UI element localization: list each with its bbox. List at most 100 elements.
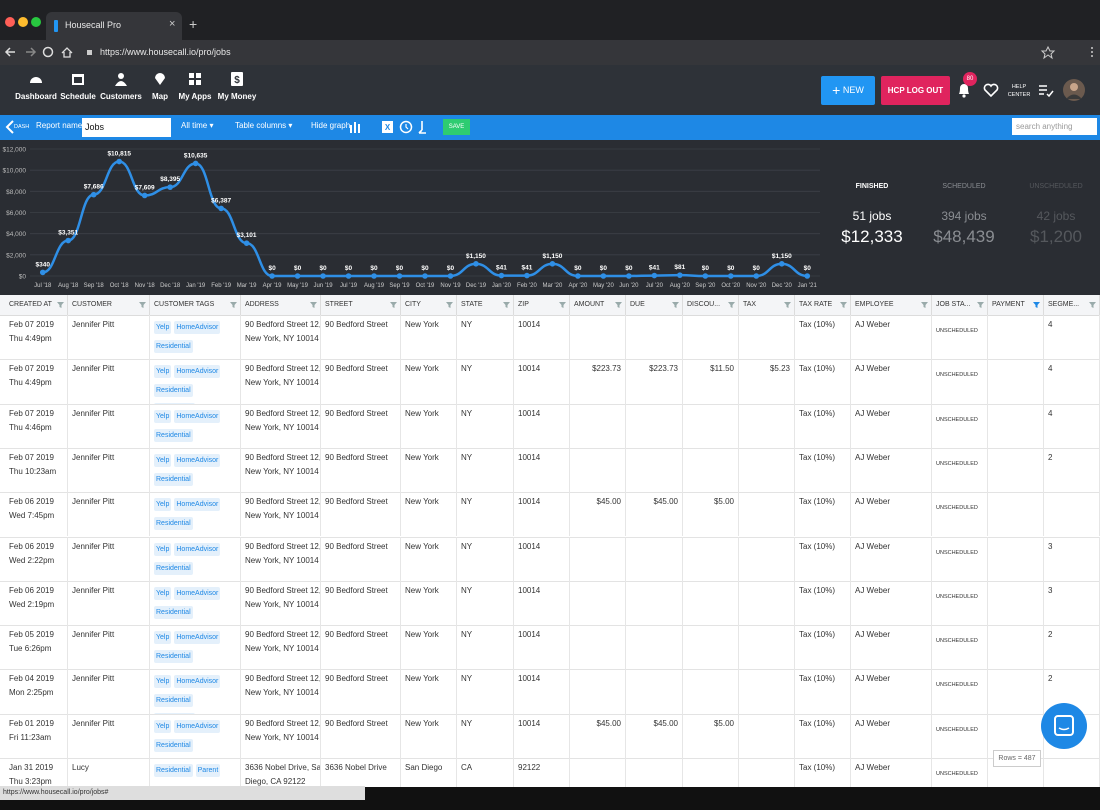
cell <box>683 758 739 787</box>
filter-icon[interactable] <box>139 301 147 309</box>
filter-icon[interactable] <box>503 301 511 309</box>
summary-label: UNSCHEDULED <box>1029 183 1083 190</box>
cell <box>739 447 795 493</box>
cell: Lucy <box>68 758 150 787</box>
export-icons[interactable]: X <box>381 119 431 135</box>
filter-icon[interactable] <box>57 301 65 309</box>
tax: $5.23 <box>769 364 790 374</box>
summary-amount: $12,333 <box>841 227 903 246</box>
x-tick-label: Aug '19 <box>364 283 385 289</box>
logout-button[interactable]: HCP LOG OUT <box>881 76 950 105</box>
tax-rate: Tax (10%) <box>799 585 836 595</box>
column-header: PAYMENT <box>988 295 1044 315</box>
status: UNSCHEDULED <box>936 505 978 512</box>
zip: 10014 <box>518 364 541 374</box>
x-tick-label: Nov '20 <box>746 283 767 289</box>
cell <box>626 580 683 626</box>
table-columns[interactable]: Table columns ▾ <box>235 121 293 130</box>
filter-icon[interactable] <box>672 301 680 309</box>
value-label: $41 <box>649 265 660 272</box>
heart-icon[interactable] <box>983 82 999 98</box>
segment: 4 <box>1048 320 1053 329</box>
cell <box>683 669 739 714</box>
customer: Jennifer Pitt <box>72 408 115 418</box>
url[interactable]: https://www.housecall.io/pro/jobs <box>100 47 231 57</box>
time-filter-label: All time <box>181 121 208 130</box>
employee: AJ Weber <box>855 364 890 374</box>
cell: 10014 <box>514 315 570 360</box>
created-time: Fri 11:23am <box>9 732 52 742</box>
search-input[interactable]: search anything <box>1012 118 1097 135</box>
nav-my-money[interactable]: $ My Money <box>210 70 264 101</box>
nav-schedule[interactable]: Schedule <box>51 70 105 101</box>
cell: $45.00 <box>570 492 626 537</box>
summary-label: SCHEDULED <box>942 183 986 190</box>
nav-map[interactable]: Map <box>133 70 187 101</box>
tasks-icon[interactable] <box>1038 84 1054 98</box>
filter-icon[interactable] <box>1089 301 1097 309</box>
cell <box>988 359 1044 404</box>
cell: 10014 <box>514 447 570 493</box>
filter-icon[interactable] <box>1033 301 1041 309</box>
filter-icon[interactable] <box>390 301 398 309</box>
filter-icon[interactable] <box>977 301 985 309</box>
save-button[interactable]: SAVE <box>443 119 470 135</box>
nav-my-apps[interactable]: My Apps <box>168 70 222 101</box>
city: New York <box>405 497 439 507</box>
cell <box>988 447 1044 493</box>
tag: Yelp <box>154 453 172 467</box>
filter-icon[interactable] <box>784 301 792 309</box>
employee: AJ Weber <box>855 763 890 772</box>
value-label: $1,150 <box>466 253 486 260</box>
filter-icon[interactable] <box>728 301 736 309</box>
cell <box>739 315 795 360</box>
x-tick-label: Dec '19 <box>466 283 487 289</box>
hide-graph[interactable]: Hide graph <box>311 121 351 130</box>
summary-amount: $1,200 <box>1030 227 1082 246</box>
cell: Feb 05 2019 Tue 6:26pm <box>5 625 68 670</box>
point <box>600 273 607 279</box>
cell: UNSCHEDULED <box>932 580 988 626</box>
tax-rate: Tax (10%) <box>799 541 836 551</box>
tab[interactable]: Housecall Pro × <box>46 12 182 40</box>
filter-icon[interactable] <box>230 301 238 309</box>
filter-icon[interactable] <box>559 301 567 309</box>
street: 90 Bedford Street <box>325 585 388 595</box>
filter-icon[interactable] <box>921 301 929 309</box>
dash-link[interactable]: DASH <box>14 124 30 130</box>
filter-icon[interactable] <box>840 301 848 309</box>
cell: 90 Bedford Street 12, New York, NY 10014 <box>241 315 321 360</box>
new-tab[interactable]: + <box>189 16 198 32</box>
report-name-input[interactable]: Jobs <box>82 118 171 137</box>
avatar[interactable] <box>1062 77 1086 103</box>
value-label: $10,815 <box>107 151 131 158</box>
cell: YelpHomeAdvisorResidentialCommercial <box>150 359 241 404</box>
filter-icon[interactable] <box>615 301 623 309</box>
address-line: New York, NY 10014 <box>245 732 319 742</box>
employee: AJ Weber <box>855 497 890 507</box>
cell <box>988 315 1044 360</box>
tab-close[interactable]: × <box>169 18 176 30</box>
cell <box>739 758 795 787</box>
x-tick-label: Aug '18 <box>58 283 79 289</box>
cell: AJ Weber <box>851 359 932 404</box>
new-button[interactable]: + NEW <box>821 76 875 105</box>
time-filter[interactable]: All time ▾ <box>181 121 214 130</box>
cell: CA <box>457 758 514 787</box>
chat-button[interactable] <box>1040 702 1088 750</box>
x-tick-label: Jul '18 <box>34 283 52 289</box>
cell <box>683 315 739 360</box>
bell-icon[interactable] <box>955 80 975 100</box>
cell: AJ Weber <box>851 625 932 670</box>
help-center[interactable]: HELP CENTER <box>1007 84 1031 98</box>
cell: New York <box>401 713 457 758</box>
nav-dashboard[interactable]: Dashboard <box>9 70 63 101</box>
filter-icon[interactable] <box>310 301 318 309</box>
back-arrow[interactable] <box>5 120 15 134</box>
filter-icon[interactable] <box>446 301 454 309</box>
street: 90 Bedford Street <box>325 630 388 640</box>
cell: UNSCHEDULED <box>932 625 988 670</box>
nav-customers[interactable]: Customers <box>94 70 148 101</box>
cell: NY <box>457 669 514 714</box>
value-label: $0 <box>447 265 455 272</box>
